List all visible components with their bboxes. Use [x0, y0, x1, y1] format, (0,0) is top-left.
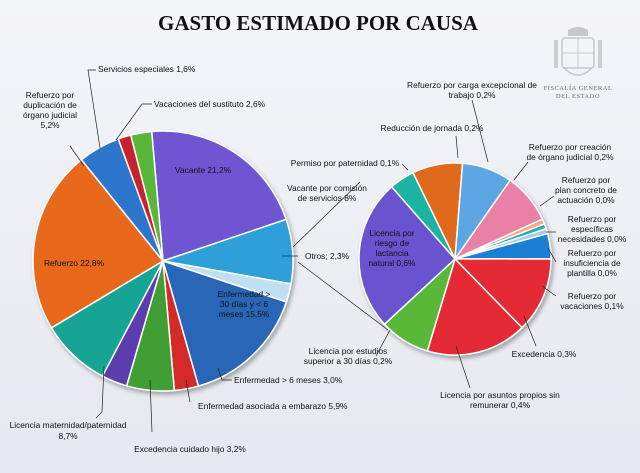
label-espec-2: específicas — [571, 224, 613, 234]
leader-refuerzo-dup — [69, 145, 85, 167]
label-refuerzo-dup-2: duplicación de — [23, 100, 77, 110]
label-lactancia-3: lactancia — [375, 248, 408, 258]
label-enf30-1: Enfermedad > — [218, 289, 271, 299]
label-carga-2: trabajo 0,2% — [448, 90, 496, 100]
label-creacion-2: de órgano judicial 0,2% — [526, 152, 614, 162]
label-asuntos-1: Licencia por asuntos propios sin — [440, 390, 560, 400]
label-estudios-1: Licencia por estudios — [309, 346, 388, 356]
label-asuntos-2: remunerar 0,4% — [470, 400, 531, 410]
leader-excedencia — [523, 315, 537, 347]
label-lactancia-4: natural 0,6% — [368, 258, 416, 268]
leader-permiso — [401, 163, 409, 171]
main-slice-vacante — [150, 130, 288, 263]
label-servicios: Servicios especiales 1,6% — [98, 64, 196, 74]
leader-vacaciones — [115, 103, 152, 141]
leader-estudios — [375, 329, 391, 357]
leader-reduccion — [455, 135, 459, 159]
label-plan-2: plan concreto de — [555, 185, 617, 195]
leader-servicios — [87, 69, 101, 149]
label-estudios-2: superior a 30 días 0,2% — [304, 356, 393, 366]
leader-creacion — [513, 161, 529, 181]
leader-vacs — [541, 285, 557, 297]
label-lactancia-1: Licencia por — [369, 228, 414, 238]
connector-bottom — [297, 261, 389, 331]
leader-insuf — [547, 247, 557, 263]
label-refuerzo: Refuerzo 22,8% — [44, 258, 105, 268]
label-insuf-1: Refuerzo por — [568, 248, 617, 258]
connector-top — [292, 181, 361, 248]
label-plan-1: Refuerzo por — [562, 175, 611, 185]
label-lactancia-2: riesgo de — [375, 238, 410, 248]
label-enf30-3: meses 15,5% — [219, 309, 270, 319]
coat-of-arms-icon — [554, 27, 602, 76]
label-lic-mat-1: Licencia maternidad/paternidad — [10, 420, 127, 430]
label-vacante: Vacante 21,2% — [175, 165, 232, 175]
label-refuerzo-dup-1: Refuerzo por — [26, 90, 75, 100]
leader-enf-emb — [185, 379, 191, 403]
secondary-slice-excedencia — [453, 258, 552, 329]
label-vac-comision-2: de servicios 8% — [298, 193, 357, 203]
leader-carga — [471, 99, 489, 163]
main-slice-refuerzo — [32, 158, 165, 329]
logo-line-2: DEL ESTADO — [556, 93, 600, 100]
main-slice-enfermedad-30-dias-y-6-meses — [161, 259, 288, 388]
label-lic-mat-2: 8,7% — [58, 431, 78, 441]
secondary-slice-permiso-por-paternidad — [390, 171, 456, 260]
label-otros: Otros; 2,3% — [305, 251, 350, 261]
label-insuf-2: insuficiencia de — [563, 258, 621, 268]
secondary-pie — [358, 162, 552, 356]
label-vacs-1: Refuerzo por — [568, 291, 617, 301]
leader-lic-mat — [95, 365, 105, 419]
logo-line-1: FISCALÍA GENERAL — [544, 84, 613, 92]
label-vac-comision-1: Vacante por comisión — [287, 183, 367, 193]
secondary-slice-licencia-por-riesgo-de-lactancia-natural — [358, 185, 457, 326]
label-plan-3: actuación 0,0% — [557, 195, 615, 205]
leader-asuntos — [455, 345, 471, 389]
label-enf30-2: 30 días y < 6 — [220, 299, 269, 309]
label-creacion-1: Refuerzo por creación — [529, 142, 612, 152]
label-refuerzo-dup-3: órgano judicial — [23, 110, 77, 120]
label-refuerzo-dup-4: 5,2% — [40, 120, 60, 130]
label-reduccion: Reducción de jornada 0,2% — [381, 123, 484, 133]
chart-title: GASTO ESTIMADO POR CAUSA — [158, 11, 479, 35]
leader-exc-hijo — [149, 379, 153, 433]
label-exc-hijo: Excedencia cuidado hijo 3,2% — [134, 444, 246, 454]
leader-enf6 — [217, 367, 232, 381]
label-enf6: Enfermedad > 6 meses 3,0% — [234, 375, 343, 385]
secondary-slice-licencia-por-asuntos-propios-sin-remunerar — [426, 257, 524, 356]
main-pie — [32, 130, 294, 392]
main-slice-vacaciones-del-sustituto — [129, 130, 164, 262]
label-enf-emb: Enfermedad asociada a embarazo 5,9% — [198, 401, 348, 411]
leader-plan — [539, 195, 555, 207]
label-insuf-3: plantilla 0,0% — [567, 268, 617, 278]
label-espec-3: necesidades 0,0% — [558, 234, 627, 244]
label-carga-1: Refuerzo por carga excepcional de — [407, 80, 537, 90]
label-excedencia: Excedencia 0,3% — [512, 349, 577, 359]
label-vacs-2: vacaciones 0,1% — [560, 301, 624, 311]
label-vacaciones: Vacaciones del sustituto 2,6% — [154, 99, 266, 109]
label-espec-1: Refuerzo por — [568, 214, 617, 224]
label-permiso: Permiso por paternidad 0,1% — [291, 158, 400, 168]
